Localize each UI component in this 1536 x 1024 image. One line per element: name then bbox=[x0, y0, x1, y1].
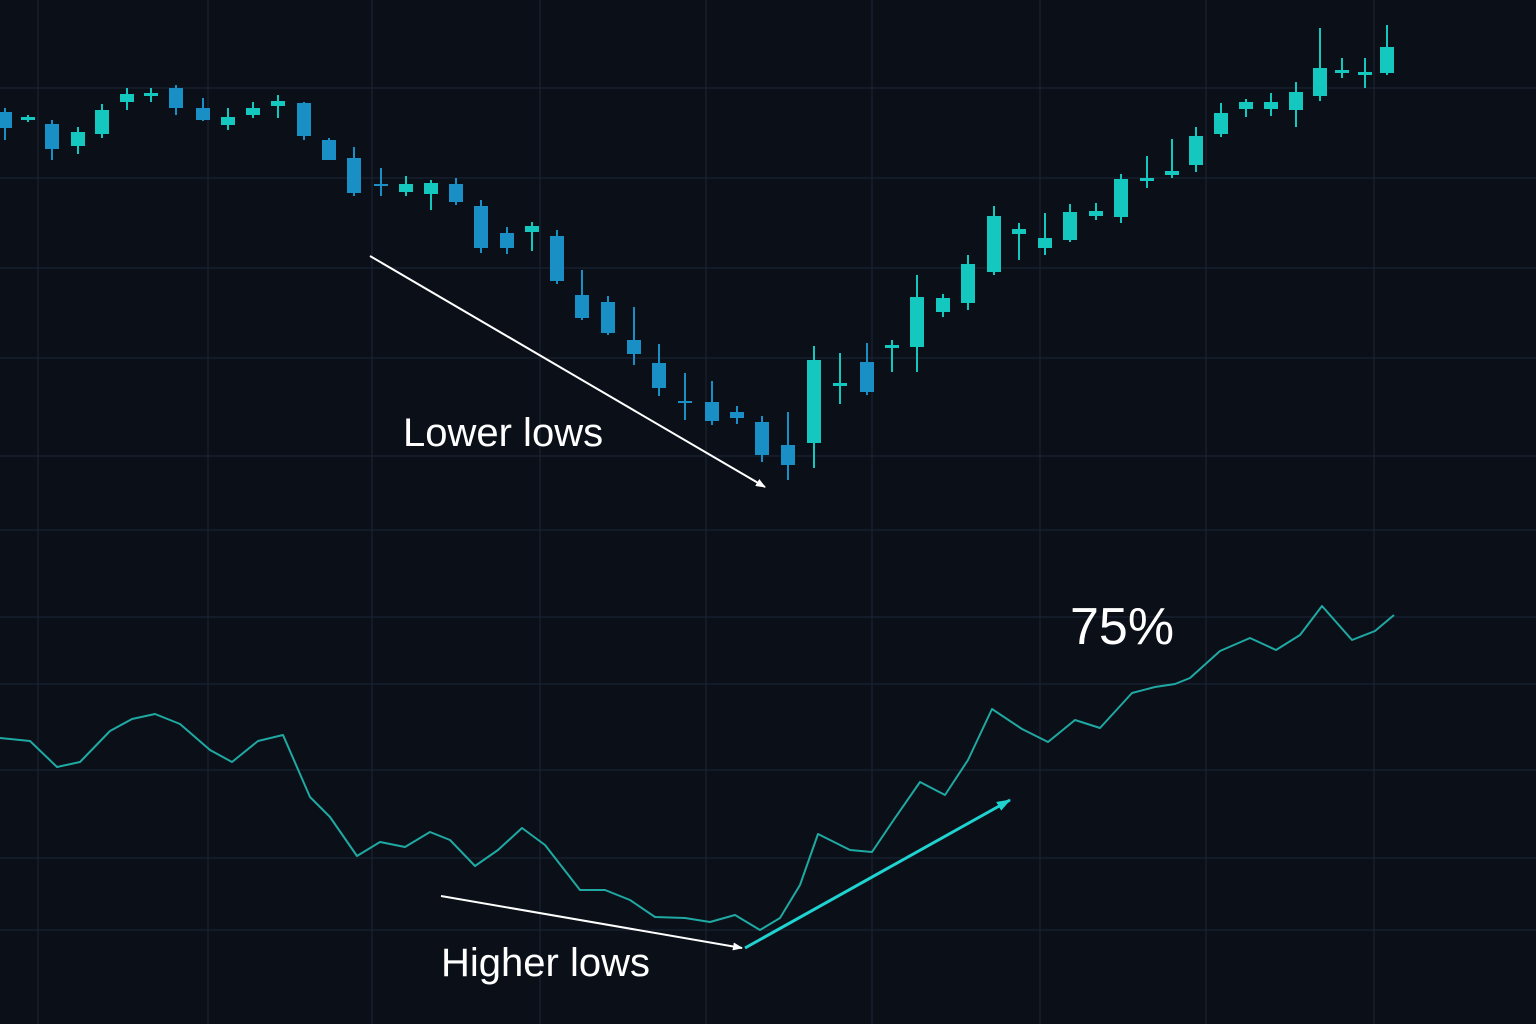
candle-body bbox=[807, 360, 821, 443]
candle-body bbox=[652, 363, 666, 388]
candle-body bbox=[474, 206, 488, 248]
candle-body bbox=[833, 383, 847, 386]
candle-body bbox=[1165, 171, 1179, 175]
candle-body bbox=[399, 184, 413, 192]
candle-body bbox=[246, 108, 260, 115]
annotation: 75% bbox=[1070, 598, 1174, 656]
candle-body bbox=[221, 117, 235, 125]
candle-body bbox=[1358, 72, 1372, 75]
candle-body bbox=[169, 88, 183, 108]
candle-body bbox=[1380, 47, 1394, 73]
candle-body bbox=[374, 184, 388, 186]
annotation: Higher lows bbox=[441, 941, 650, 985]
candle-body bbox=[678, 401, 692, 403]
candle-body bbox=[1089, 211, 1103, 216]
candle-body bbox=[781, 445, 795, 465]
candle-body bbox=[885, 345, 899, 348]
candle-body bbox=[1335, 70, 1349, 73]
candle-body bbox=[1264, 102, 1278, 109]
candle-body bbox=[550, 236, 564, 281]
candle-body bbox=[1313, 68, 1327, 96]
candle-body bbox=[1239, 102, 1253, 109]
candle-body bbox=[755, 422, 769, 455]
candle-body bbox=[0, 112, 12, 128]
candle-body bbox=[95, 110, 109, 134]
candle-body bbox=[322, 140, 336, 160]
candle-body bbox=[21, 117, 35, 120]
indicator-line bbox=[0, 605, 1395, 931]
candle-body bbox=[297, 103, 311, 136]
candle-body bbox=[271, 101, 285, 106]
candle-body bbox=[1140, 178, 1154, 181]
annotation: Lower lows bbox=[403, 411, 603, 455]
candle-body bbox=[1038, 238, 1052, 248]
arrow bbox=[369, 255, 766, 488]
arrow bbox=[440, 895, 743, 951]
candle-body bbox=[961, 264, 975, 303]
candle-body bbox=[449, 184, 463, 202]
candle-body bbox=[1012, 229, 1026, 234]
candle-body bbox=[627, 340, 641, 354]
candle-body bbox=[1063, 212, 1077, 240]
candle-body bbox=[1289, 92, 1303, 110]
candle-body bbox=[1189, 136, 1203, 165]
arrow bbox=[744, 798, 1011, 950]
candle-body bbox=[860, 362, 874, 392]
candle-body bbox=[910, 297, 924, 347]
candle-body bbox=[71, 132, 85, 146]
candle-body bbox=[144, 93, 158, 96]
candle-body bbox=[120, 94, 134, 102]
candle-body bbox=[45, 124, 59, 149]
candle-body bbox=[575, 295, 589, 318]
candle-body bbox=[525, 226, 539, 232]
candle-body bbox=[196, 108, 210, 120]
marks bbox=[0, 25, 1395, 931]
candle-body bbox=[936, 298, 950, 312]
candle-body bbox=[705, 402, 719, 421]
candle-body bbox=[987, 216, 1001, 272]
candle-body bbox=[601, 302, 615, 333]
candle-body bbox=[500, 233, 514, 248]
candle-body bbox=[1114, 179, 1128, 217]
candle-body bbox=[347, 158, 361, 193]
candle-body bbox=[730, 412, 744, 418]
candle-body bbox=[424, 183, 438, 194]
candle-body bbox=[1214, 113, 1228, 134]
